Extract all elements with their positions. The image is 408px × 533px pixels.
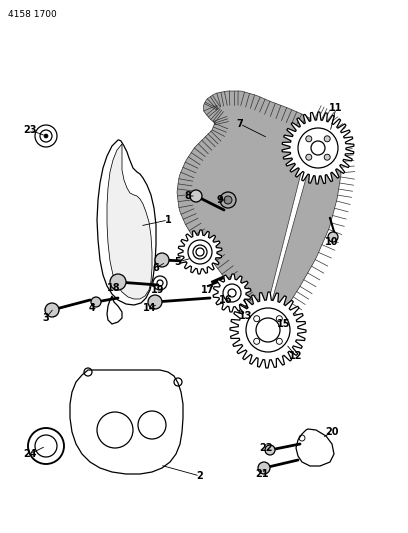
Text: 22: 22 xyxy=(259,443,273,453)
Text: 8: 8 xyxy=(184,191,191,201)
Circle shape xyxy=(306,154,312,160)
Circle shape xyxy=(328,232,338,242)
Circle shape xyxy=(324,154,330,160)
Text: 20: 20 xyxy=(325,427,339,437)
Circle shape xyxy=(306,136,312,142)
Circle shape xyxy=(44,134,48,138)
Circle shape xyxy=(265,445,275,455)
Text: 19: 19 xyxy=(151,285,165,295)
Text: 18: 18 xyxy=(107,283,121,293)
Text: 2: 2 xyxy=(197,471,203,481)
Text: 11: 11 xyxy=(329,103,343,113)
Circle shape xyxy=(258,462,270,474)
Text: 24: 24 xyxy=(23,449,37,459)
Text: 3: 3 xyxy=(42,313,49,323)
Circle shape xyxy=(276,338,282,344)
Text: 14: 14 xyxy=(143,303,157,313)
Text: 6: 6 xyxy=(153,263,160,273)
Circle shape xyxy=(276,316,282,322)
Polygon shape xyxy=(177,91,341,336)
Circle shape xyxy=(91,297,101,307)
Text: 21: 21 xyxy=(255,469,269,479)
Text: 16: 16 xyxy=(219,295,233,305)
Text: 13: 13 xyxy=(239,311,253,321)
Circle shape xyxy=(188,240,212,264)
Circle shape xyxy=(246,308,290,352)
Text: 10: 10 xyxy=(325,237,339,247)
Circle shape xyxy=(148,295,162,309)
Text: 5: 5 xyxy=(175,257,182,267)
Text: 12: 12 xyxy=(289,351,303,361)
Circle shape xyxy=(324,136,330,142)
Circle shape xyxy=(110,274,126,290)
Text: 4: 4 xyxy=(89,303,95,313)
Polygon shape xyxy=(107,144,152,299)
Circle shape xyxy=(254,316,259,322)
Circle shape xyxy=(224,196,232,204)
Polygon shape xyxy=(282,112,354,184)
Circle shape xyxy=(298,128,338,168)
Circle shape xyxy=(190,190,202,202)
Text: 7: 7 xyxy=(237,119,244,129)
Text: 4158 1700: 4158 1700 xyxy=(8,10,57,19)
Text: 15: 15 xyxy=(277,319,291,329)
Text: 1: 1 xyxy=(164,215,171,225)
Polygon shape xyxy=(230,292,306,368)
Text: 9: 9 xyxy=(217,195,223,205)
Polygon shape xyxy=(178,230,222,274)
Circle shape xyxy=(45,303,59,317)
Circle shape xyxy=(155,253,169,267)
Circle shape xyxy=(193,245,207,259)
Text: 23: 23 xyxy=(23,125,37,135)
Text: 17: 17 xyxy=(201,285,215,295)
Circle shape xyxy=(254,338,259,344)
Polygon shape xyxy=(213,274,251,312)
Circle shape xyxy=(223,284,241,302)
